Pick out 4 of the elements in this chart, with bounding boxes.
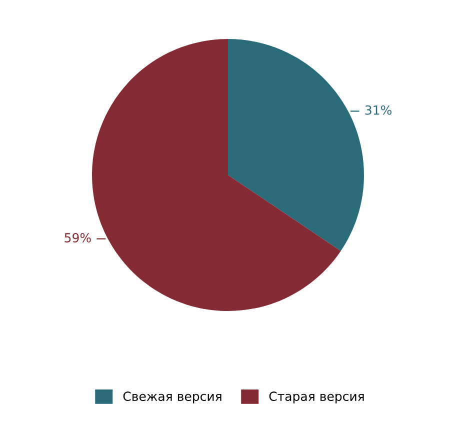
legend-label: Старая версия <box>269 392 364 404</box>
data-label: 31% <box>365 105 392 115</box>
data-label: 59% <box>64 233 91 242</box>
legend-label: Свежая версия <box>123 392 222 404</box>
